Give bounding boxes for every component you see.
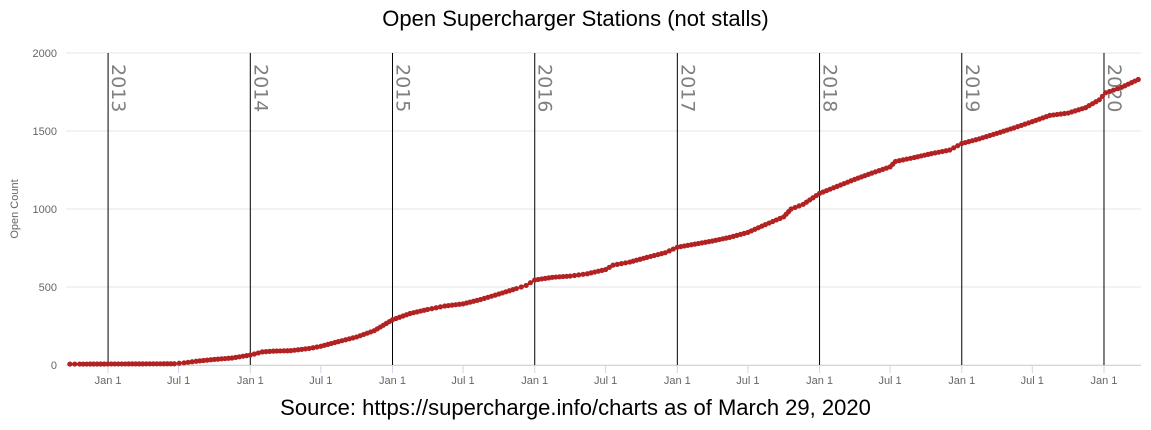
year-marker-label: 2013: [107, 64, 129, 112]
x-tick-label: Jan 1: [379, 375, 406, 387]
data-point: [1114, 86, 1121, 92]
data-point: [955, 143, 961, 149]
x-tick-label: Jul 1: [594, 375, 617, 387]
data-point: [610, 262, 616, 268]
data-point: [67, 361, 73, 367]
data-point: [424, 306, 431, 313]
data-point: [947, 147, 953, 153]
data-point: [310, 345, 316, 351]
y-axis-label: Open Count: [9, 179, 21, 238]
series: [67, 76, 1141, 367]
x-tick-label: Jul 1: [167, 375, 190, 387]
x-tick-label: Jan 1: [95, 375, 122, 387]
data-point: [251, 351, 257, 357]
data-point: [437, 304, 444, 310]
data-point: [185, 359, 191, 365]
data-point: [576, 272, 582, 278]
data-point: [255, 350, 261, 356]
y-tick-label: 0: [51, 360, 57, 372]
data-point: [951, 145, 957, 151]
data-point: [670, 246, 676, 252]
data-point: [523, 282, 529, 289]
year-marker-label: 2018: [819, 64, 841, 112]
data-point: [1102, 90, 1109, 96]
year-markers: 20132014201520162017201820192020: [107, 53, 1125, 365]
data-point: [567, 273, 573, 279]
y-tick-label: 1500: [33, 126, 57, 138]
x-tick-label: Jan 1: [806, 375, 833, 387]
data-point: [662, 250, 668, 256]
data-point: [1099, 93, 1106, 99]
data-point: [247, 352, 253, 358]
source-note: Source: https://supercharge.info/charts …: [280, 395, 871, 420]
year-marker-label: 2015: [392, 64, 414, 112]
x-tick-label: Jan 1: [664, 375, 691, 387]
x-tick-label: Jul 1: [1021, 375, 1044, 387]
data-point: [513, 285, 520, 292]
y-tick-label: 1000: [33, 204, 57, 216]
x-tick-label: Jan 1: [948, 375, 975, 387]
x-tick-label: Jan 1: [1091, 375, 1118, 387]
x-tick-label: Jul 1: [309, 375, 332, 387]
axes: 0 500 1000 1500 2000 Jan 1 Jul 1 Jan 1 Jul 1 Jan …: [33, 48, 1141, 387]
data-point: [788, 206, 794, 212]
data-point: [796, 203, 802, 209]
data-point: [618, 261, 625, 267]
data-point: [666, 248, 672, 254]
series-line: [69, 78, 1139, 366]
chart-title: Open Supercharger Stations (not stalls): [382, 6, 769, 31]
y-tick-label: 500: [39, 282, 57, 294]
data-point: [171, 361, 177, 367]
data-point: [527, 280, 534, 286]
year-marker-label: 2019: [961, 64, 983, 112]
y-tick-label: 2000: [33, 48, 57, 60]
x-tick-label: Jan 1: [521, 375, 548, 387]
year-marker-label: 2014: [249, 64, 271, 112]
data-point: [580, 271, 586, 277]
data-point: [314, 344, 320, 350]
data-point: [429, 306, 435, 312]
data-point: [518, 284, 524, 290]
data-point: [189, 359, 195, 365]
data-point: [614, 261, 620, 267]
year-marker-label: 2016: [534, 64, 556, 112]
x-tick-label: Jul 1: [736, 375, 759, 387]
data-point: [181, 360, 187, 366]
data-point: [306, 345, 312, 352]
x-tick-label: Jul 1: [451, 375, 474, 387]
data-point: [433, 305, 439, 311]
x-tick-label: Jan 1: [237, 375, 264, 387]
data-point: [1106, 88, 1113, 95]
x-tick-label: Jul 1: [878, 375, 901, 387]
data-point: [1110, 87, 1117, 93]
data-point: [792, 204, 798, 211]
data-point: [571, 272, 578, 279]
data-point: [623, 260, 629, 266]
data-point: [1135, 76, 1141, 83]
data-point: [72, 361, 78, 367]
data-point: [176, 360, 182, 366]
year-marker-label: 2017: [676, 64, 698, 112]
data-point: [1096, 97, 1102, 103]
